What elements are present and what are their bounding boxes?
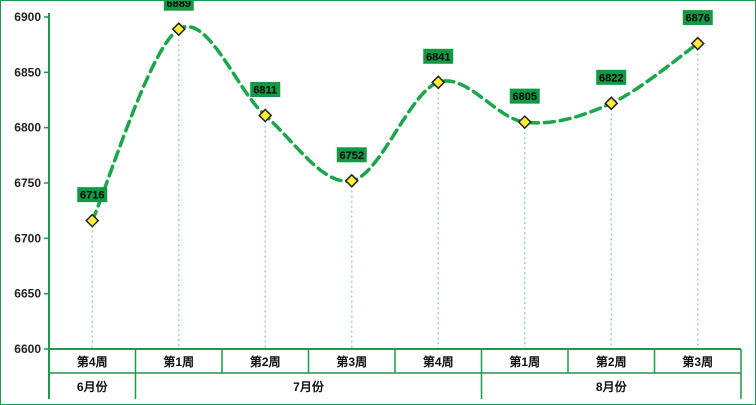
y-tick-label: 6900 [14,10,41,24]
data-label: 6752 [336,147,367,163]
data-label-box [682,10,713,26]
y-tick-label: 6850 [14,65,41,79]
y-axis-ticks: 6600 6650 6700 6750 6800 6850 6900 [14,10,49,356]
y-tick-label: 6800 [14,121,41,135]
data-label: 6889 [163,1,194,11]
y-tick-label: 6650 [14,287,41,301]
data-label-text: 6822 [599,72,623,84]
axes [48,13,742,399]
data-label: 6805 [509,88,540,104]
data-label-box [423,48,454,64]
drop-lines [91,29,699,349]
data-label-box [596,69,627,85]
y-tick-label: 6750 [14,176,41,190]
x-group-label: 8月份 [596,379,628,394]
data-label-text: 6811 [253,84,277,96]
data-label-box [250,81,281,97]
data-label-text: 6889 [167,1,191,10]
data-point-marker [85,213,100,228]
data-point-marker [344,173,359,188]
data-markers [85,22,705,228]
data-point-marker [690,36,705,51]
data-label: 6841 [423,48,454,64]
data-label: 6876 [682,10,713,26]
data-label: 6716 [77,187,108,203]
data-label: 6811 [250,81,281,97]
data-point-marker [517,115,532,130]
x-category-label: 第3周 [336,354,367,369]
data-point-marker [604,96,619,111]
y-tick-label: 6600 [14,342,41,356]
data-point-marker [171,22,186,37]
x-category-label: 第2周 [596,354,627,369]
data-label-text: 6876 [686,13,710,25]
data-label-text: 6716 [80,190,104,202]
x-category-label: 第1周 [509,354,540,369]
series-line [90,25,700,223]
x-axis-group-labels: 6月份 7月份 8月份 [77,379,628,394]
data-label-text: 6752 [340,150,364,162]
data-label-box [336,147,367,163]
data-label-box [77,187,108,203]
data-label: 6822 [596,69,627,85]
data-point-marker [431,75,446,90]
data-labels: 6716 6889 6811 6752 6841 6805 6822 6876 [77,1,713,203]
data-label-box [509,88,540,104]
x-category-label: 第1周 [163,354,194,369]
x-category-label: 第4周 [77,354,108,369]
x-group-label: 6月份 [77,379,109,394]
data-label-text: 6805 [513,91,537,103]
x-axis-category-labels: 第4周 第1周 第2周 第3周 第4周 第1周 第2周 第3周 [77,354,713,369]
x-category-label: 第2周 [250,354,281,369]
data-point-marker [258,108,273,123]
data-label-box [163,1,194,11]
x-category-label: 第3周 [682,354,713,369]
x-group-label: 7月份 [293,379,325,394]
y-tick-label: 6700 [14,231,41,245]
data-label-text: 6841 [426,51,450,63]
x-category-label: 第4周 [423,354,454,369]
